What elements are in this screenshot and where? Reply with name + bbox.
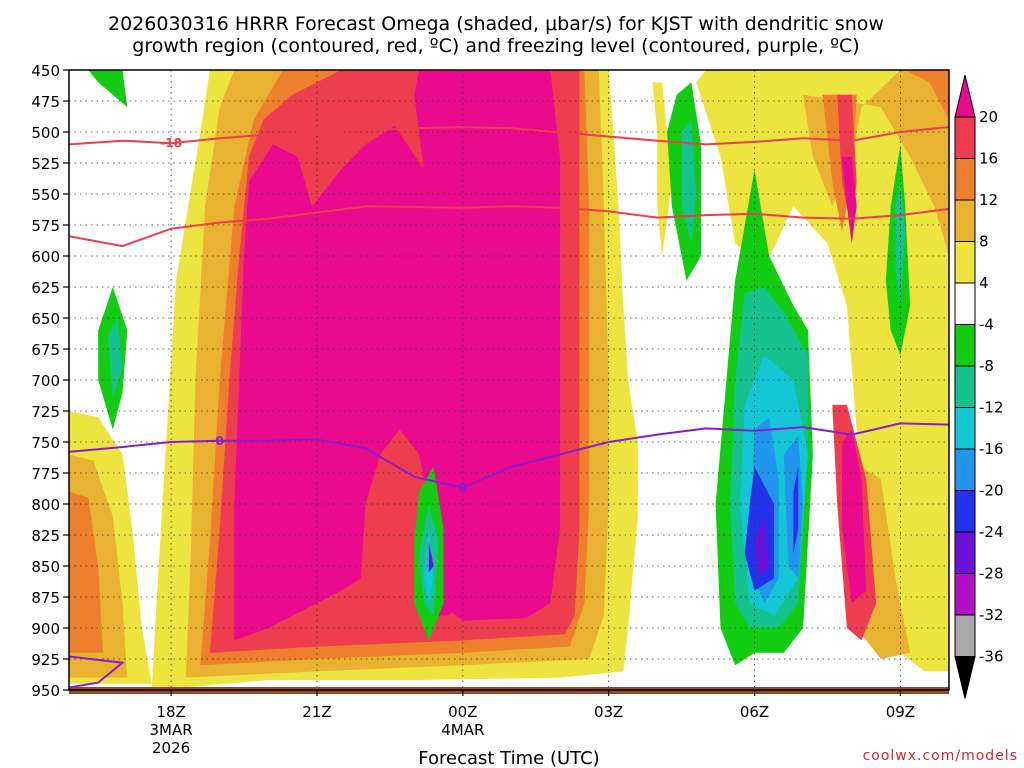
omega-region-9	[69, 491, 103, 653]
colorbar-box-9	[954, 448, 976, 491]
chart-title-line2: growth region (contoured, red, ºC) and f…	[132, 35, 859, 57]
colorbar-label-1: 16	[979, 150, 998, 168]
credit-text: coolwx.com/models	[863, 748, 1018, 764]
colorbar-label-5: -4	[979, 316, 994, 334]
y-tick-label-850: 850	[31, 558, 60, 576]
contour-freezing_level	[69, 422, 949, 489]
contour-dgz_lower	[69, 205, 949, 248]
omega-region-37	[428, 541, 434, 573]
omega-region-3	[652, 82, 672, 257]
colorbar-box-10	[954, 490, 976, 533]
y-tick-label-475: 475	[31, 93, 60, 111]
y-tick-label-950: 950	[31, 682, 60, 700]
x-tick-label-06Z-0: 06Z	[740, 703, 769, 721]
omega-region-18	[842, 429, 867, 604]
colorbar-box-11	[954, 531, 976, 574]
y-tick-label-700: 700	[31, 372, 60, 390]
y-tick-label-500: 500	[31, 124, 60, 142]
y-tick-label-775: 775	[31, 465, 60, 483]
y-tick-label-750: 750	[31, 434, 60, 452]
colorbar-box-1	[954, 116, 976, 159]
colorbar-box-12	[954, 573, 976, 616]
colorbar-label-8: -16	[979, 440, 1004, 458]
colorbar-box-3	[954, 199, 976, 242]
contour-dgz_upper	[69, 125, 949, 146]
colorbar-label-10: -24	[979, 523, 1004, 541]
y-tick-label-575: 575	[31, 217, 60, 235]
chart-title-line1: 2026030316 HRRR Forecast Omega (shaded, …	[108, 13, 884, 35]
y-axis: 450 475 500 525 550 575 600 625 650 675 700 725 750 7…	[31, 62, 69, 700]
x-tick-label-18Z-2: 2026	[152, 739, 190, 757]
x-tick-label-00Z-0: 00Z	[448, 703, 477, 721]
y-tick-label-825: 825	[31, 527, 60, 545]
colorbar-label-0: 20	[979, 108, 998, 126]
colorbar-bottom-arrow	[954, 656, 976, 699]
x-tick-label-03Z-0: 03Z	[594, 703, 623, 721]
y-tick-label-675: 675	[31, 341, 60, 359]
x-tick-label-00Z-1: 4MAR	[441, 721, 484, 739]
x-tick-label-18Z-1: 3MAR	[150, 721, 193, 739]
colorbar-box-2	[954, 158, 976, 201]
contour-label-dgz-upper: -18	[160, 136, 182, 150]
omega-region-20	[88, 70, 128, 108]
x-axis-label: Forecast Time (UTC)	[418, 748, 599, 768]
colorbar-label-13: -36	[979, 648, 1004, 666]
colorbar-label-4: 4	[979, 274, 989, 292]
colorbar-box-7	[954, 365, 976, 408]
y-tick-label-450: 450	[31, 62, 60, 80]
y-tick-label-800: 800	[31, 496, 60, 514]
y-tick-label-525: 525	[31, 155, 60, 173]
colorbar-box-4	[954, 241, 976, 284]
y-tick-label-625: 625	[31, 279, 60, 297]
y-tick-label-600: 600	[31, 248, 60, 266]
omega-region-31	[423, 528, 434, 604]
colorbar-label-2: 12	[979, 191, 998, 209]
contour-lines: -18 0 0	[69, 125, 949, 689]
x-tick-label-09Z-0: 09Z	[886, 703, 915, 721]
contour-freezing_level_sfc	[69, 655, 125, 689]
omega-region-11	[905, 70, 949, 120]
y-tick-label-650: 650	[31, 310, 60, 328]
contour-label-freezing-2: 0	[459, 481, 467, 495]
omega-shading	[69, 70, 949, 690]
y-tick-label-900: 900	[31, 620, 60, 638]
x-tick-label-18Z-0: 18Z	[156, 703, 185, 721]
y-tick-label-875: 875	[31, 589, 60, 607]
grid-lines	[69, 70, 949, 690]
x-tick-label-21Z-0: 21Z	[302, 703, 331, 721]
omega-region-27	[681, 119, 697, 244]
colorbar-label-12: -32	[979, 606, 1004, 624]
omega-region-35	[793, 466, 799, 554]
colorbar: 20 16 12 8 4 -4 -8 -12 -16 -20 -24 -28 -32 -36	[954, 74, 1004, 699]
colorbar-label-3: 8	[979, 233, 989, 251]
y-tick-label-725: 725	[31, 403, 60, 421]
colorbar-box-8	[954, 407, 976, 450]
colorbar-box-5	[954, 282, 976, 325]
omega-region-36	[754, 516, 770, 579]
y-tick-label-550: 550	[31, 186, 60, 204]
omega-region-17	[842, 156, 857, 244]
colorbar-label-9: -20	[979, 482, 1004, 500]
colorbar-label-6: -8	[979, 357, 994, 375]
colorbar-label-11: -28	[979, 565, 1004, 583]
colorbar-box-13	[954, 614, 976, 657]
omega-region-25	[107, 318, 123, 399]
colorbar-box-6	[954, 324, 976, 367]
y-tick-label-925: 925	[31, 651, 60, 669]
colorbar-label-7: -12	[979, 399, 1004, 417]
contour-label-freezing-1: 0	[216, 434, 224, 448]
omega-region-29	[895, 181, 906, 306]
